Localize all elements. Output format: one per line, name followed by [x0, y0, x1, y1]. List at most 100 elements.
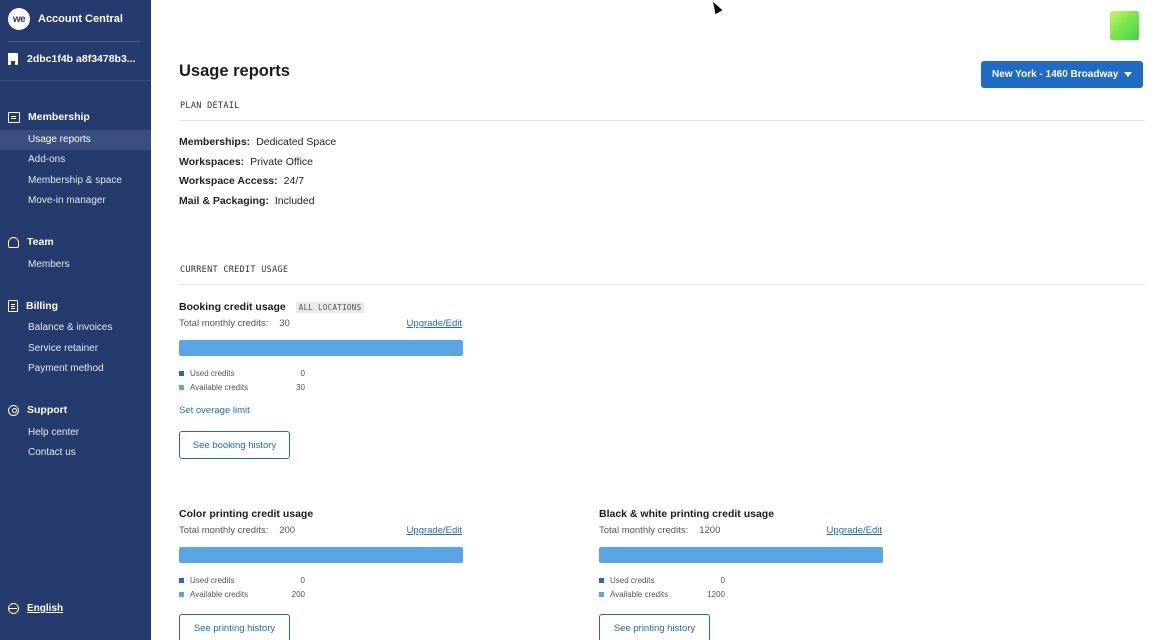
total-credits-row: Total monthly credits: 200 Upgrade/Edit	[179, 525, 463, 536]
credit-usage-bar	[179, 547, 463, 563]
plan-row-label: Workspace Access:	[179, 175, 278, 187]
legend-value: 0	[720, 576, 725, 585]
legend-value: 0	[300, 369, 305, 378]
sidebar-item-balance-invoices[interactable]: Balance & invoices	[28, 322, 113, 333]
total-credits-label: Total monthly credits:	[599, 525, 689, 536]
legend-used: Used credits 0	[179, 369, 309, 379]
total-credits-row: Total monthly credits: 30 Upgrade/Edit	[179, 318, 463, 329]
wework-logo-icon: we	[8, 8, 30, 30]
legend-label: Available credits	[610, 590, 669, 599]
all-locations-tag: ALL LOCATIONS	[295, 301, 365, 313]
total-credits-label: Total monthly credits:	[179, 318, 269, 329]
plan-row-value: Private Office	[250, 156, 314, 168]
divider	[179, 284, 1145, 285]
upgrade-edit-link[interactable]: Upgrade/Edit	[406, 525, 462, 536]
credit-usage-bar	[599, 547, 883, 563]
sidebar-item-add-ons[interactable]: Add-ons	[28, 154, 66, 165]
sidebar-section-title: Support	[27, 404, 68, 416]
legend-available: Available credits 30	[179, 383, 309, 393]
plan-row-workspaces: Workspaces: Private Office	[179, 156, 313, 168]
upgrade-edit-link[interactable]: Upgrade/Edit	[826, 525, 882, 536]
language-selector[interactable]: English	[8, 603, 63, 614]
card-title-row: Color printing credit usage	[179, 507, 463, 521]
location-label: New York - 1460 Broadway	[992, 69, 1119, 80]
sidebar-section-team: Team	[8, 236, 54, 248]
legend-label: Used credits	[190, 576, 235, 585]
divider	[0, 80, 151, 81]
language-label: English	[27, 603, 64, 614]
credit-usage-label: CURRENT CREDIT USAGE	[180, 265, 289, 275]
total-credits-label: Total monthly credits:	[179, 525, 269, 536]
divider	[8, 41, 140, 42]
legend-available: Available credits 200	[179, 590, 309, 600]
sidebar-item-membership-space[interactable]: Membership & space	[28, 175, 122, 186]
see-printing-history-button[interactable]: See printing history	[599, 614, 710, 640]
avatar[interactable]	[1110, 11, 1139, 40]
legend-label: Used credits	[610, 576, 655, 585]
legend-value: 1200	[707, 590, 725, 599]
sidebar-item-payment-method[interactable]: Payment method	[28, 363, 104, 374]
sidebar-item-usage-reports[interactable]: Usage reports	[0, 130, 151, 150]
mouse-cursor-icon	[709, 0, 723, 15]
sidebar-section-billing: Billing	[8, 300, 58, 312]
support-lifebuoy-icon	[8, 404, 19, 416]
globe-icon	[8, 603, 19, 614]
legend-label: Available credits	[190, 383, 249, 392]
sidebar-item-service-retainer[interactable]: Service retainer	[28, 343, 99, 354]
used-swatch	[179, 578, 184, 583]
plan-row-value: Dedicated Space	[256, 136, 337, 148]
booking-credit-card: Booking credit usage ALL LOCATIONS Total…	[179, 300, 463, 462]
page-title: Usage reports	[179, 62, 290, 80]
plan-row-value: Included	[274, 195, 315, 207]
sidebar-item-move-in-manager[interactable]: Move-in manager	[28, 195, 106, 206]
total-credits-value: 1200	[699, 525, 721, 536]
card-title-row: Booking credit usage ALL LOCATIONS	[179, 300, 463, 314]
total-credits-value: 30	[279, 318, 290, 329]
color-printing-credit-card: Color printing credit usage Total monthl…	[179, 507, 463, 640]
card-title: Black & white printing credit usage	[599, 508, 775, 520]
total-credits-row: Total monthly credits: 1200 Upgrade/Edit	[599, 525, 883, 536]
set-overage-limit-link[interactable]: Set overage limit	[179, 405, 250, 416]
legend-value: 200	[291, 590, 305, 599]
legend-label: Available credits	[190, 590, 249, 599]
upgrade-edit-link[interactable]: Upgrade/Edit	[406, 318, 462, 329]
location-dropdown[interactable]: New York - 1460 Broadway	[981, 61, 1143, 88]
see-booking-history-button[interactable]: See booking history	[179, 431, 290, 459]
building-icon	[8, 53, 18, 65]
available-swatch	[179, 592, 184, 597]
legend-value: 30	[296, 383, 305, 392]
plan-row-mail-packaging: Mail & Packaging: Included	[179, 195, 315, 207]
used-swatch	[599, 578, 604, 583]
brand[interactable]: we Account Central	[8, 8, 123, 30]
sidebar-item-members[interactable]: Members	[28, 259, 70, 270]
plan-row-value: 24/7	[283, 175, 305, 187]
membership-card-icon	[8, 111, 20, 123]
plan-row-memberships: Memberships: Dedicated Space	[179, 136, 336, 148]
used-swatch	[179, 371, 184, 376]
sidebar: we Account Central 2dbc1f4b a8f3478b3...…	[0, 0, 151, 640]
credit-usage-bar	[179, 340, 463, 356]
legend-used: Used credits 0	[599, 576, 729, 586]
plan-row-label: Mail & Packaging:	[179, 195, 269, 207]
legend-available: Available credits 1200	[599, 590, 729, 600]
billing-receipt-icon	[8, 300, 18, 312]
sidebar-section-membership: Membership	[8, 111, 90, 123]
total-credits-value: 200	[279, 525, 296, 536]
team-icon	[8, 236, 19, 248]
sidebar-section-title: Team	[27, 236, 54, 248]
sidebar-section-title: Membership	[28, 111, 90, 123]
plan-row-label: Workspaces:	[179, 156, 245, 168]
sidebar-item-contact-us[interactable]: Contact us	[28, 447, 76, 458]
plan-detail-label: PLAN DETAIL	[180, 101, 240, 111]
card-title: Booking credit usage	[179, 301, 286, 313]
app-title: Account Central	[38, 13, 123, 25]
sidebar-section-support: Support	[8, 404, 67, 416]
account-switcher[interactable]: 2dbc1f4b a8f3478b3...	[8, 53, 136, 65]
available-swatch	[599, 592, 604, 597]
card-title-row: Black & white printing credit usage	[599, 507, 883, 521]
see-printing-history-button[interactable]: See printing history	[179, 614, 290, 640]
plan-row-label: Memberships:	[179, 136, 251, 148]
sidebar-section-title: Billing	[26, 300, 59, 312]
card-title: Color printing credit usage	[179, 508, 314, 520]
sidebar-item-help-center[interactable]: Help center	[28, 427, 80, 438]
